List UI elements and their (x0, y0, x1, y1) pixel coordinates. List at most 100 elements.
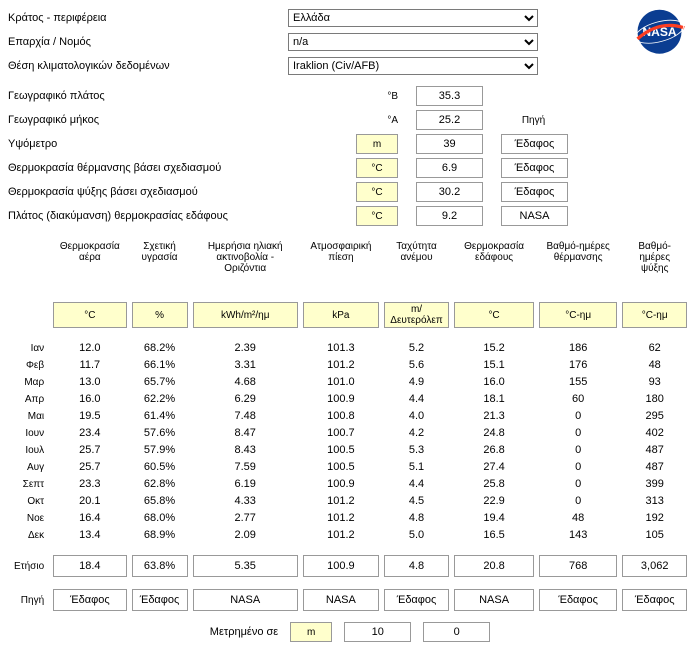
data-cell: 12.0 (53, 340, 126, 356)
data-cell: 13.4 (53, 527, 126, 543)
data-cell: 3.31 (193, 357, 298, 373)
location-select[interactable]: Iraklion (Civ/AFB) (288, 57, 538, 75)
elev-unit[interactable]: m (356, 134, 398, 154)
source-cell: Έδαφος (384, 589, 449, 611)
lon-value: 25.2 (416, 110, 483, 130)
data-cell: 62.8% (132, 476, 188, 492)
source-cell: Έδαφος (132, 589, 188, 611)
unit-header[interactable]: °C (454, 302, 534, 328)
data-cell: 4.33 (193, 493, 298, 509)
state-select[interactable]: Ελλάδα (288, 9, 538, 27)
unit-header[interactable]: °C (53, 302, 126, 328)
province-label: Επαρχία / Νομός (8, 36, 288, 48)
data-cell: 101.0 (303, 374, 379, 390)
data-cell: 15.2 (454, 340, 534, 356)
cool-value: 30.2 (416, 182, 483, 202)
heat-unit[interactable]: °C (356, 158, 398, 178)
data-cell: 295 (622, 408, 687, 424)
annual-cell: 3,062 (622, 555, 687, 577)
measured-unit[interactable]: m (290, 622, 332, 642)
annual-cell: 768 (539, 555, 617, 577)
data-cell: 487 (622, 459, 687, 475)
cool-source: Έδαφος (501, 182, 568, 202)
province-select[interactable]: n/a (288, 33, 538, 51)
annual-cell: 63.8% (132, 555, 188, 577)
data-cell: 7.59 (193, 459, 298, 475)
month-label: Ιουλ (13, 442, 48, 458)
data-cell: 0 (539, 425, 617, 441)
cool-unit[interactable]: °C (356, 182, 398, 202)
data-cell: 27.4 (454, 459, 534, 475)
data-cell: 25.7 (53, 442, 126, 458)
elev-value: 39 (416, 134, 483, 154)
data-cell: 100.5 (303, 459, 379, 475)
data-cell: 487 (622, 442, 687, 458)
data-cell: 48 (539, 510, 617, 526)
data-cell: 4.5 (384, 493, 449, 509)
data-cell: 23.4 (53, 425, 126, 441)
month-label: Μαι (13, 408, 48, 424)
data-cell: 100.9 (303, 391, 379, 407)
month-label: Δεκ (13, 527, 48, 543)
unit-header[interactable]: °C-ημ (539, 302, 617, 328)
data-cell: 60 (539, 391, 617, 407)
annual-cell: 18.4 (53, 555, 126, 577)
unit-header[interactable]: % (132, 302, 188, 328)
annual-cell: 20.8 (454, 555, 534, 577)
unit-header[interactable]: kPa (303, 302, 379, 328)
data-cell: 5.0 (384, 527, 449, 543)
col-header: Σχετική υγρασία (132, 239, 188, 301)
cool-label: Θερμοκρασία ψύξης βάσει σχεδιασμού (8, 186, 288, 198)
month-label: Ιαν (13, 340, 48, 356)
data-cell: 8.43 (193, 442, 298, 458)
data-cell: 101.2 (303, 527, 379, 543)
unit-header[interactable]: m/Δευτερόλεπ (384, 302, 449, 328)
data-cell: 25.7 (53, 459, 126, 475)
data-cell: 402 (622, 425, 687, 441)
data-cell: 4.9 (384, 374, 449, 390)
col-header: Ημερήσια ηλιακή ακτινοβολία - Οριζόντια (193, 239, 298, 301)
data-cell: 22.9 (454, 493, 534, 509)
data-cell: 21.3 (454, 408, 534, 424)
data-cell: 19.4 (454, 510, 534, 526)
data-cell: 0 (539, 476, 617, 492)
data-cell: 16.4 (53, 510, 126, 526)
data-cell: 19.5 (53, 408, 126, 424)
annual-cell: 5.35 (193, 555, 298, 577)
data-cell: 65.7% (132, 374, 188, 390)
data-cell: 192 (622, 510, 687, 526)
heat-value: 6.9 (416, 158, 483, 178)
data-cell: 100.7 (303, 425, 379, 441)
col-header: Ταχύτητα ανέμου (384, 239, 449, 301)
data-cell: 100.9 (303, 476, 379, 492)
lat-value: 35.3 (416, 86, 483, 106)
location-label: Θέση κλιματολογικών δεδομένων (8, 60, 288, 72)
data-cell: 68.0% (132, 510, 188, 526)
col-header: Θερμοκρασία αέρα (53, 239, 126, 301)
source-cell: NASA (193, 589, 298, 611)
data-cell: 2.77 (193, 510, 298, 526)
unit-header[interactable]: kWh/m²/ημ (193, 302, 298, 328)
unit-header[interactable]: °C-ημ (622, 302, 687, 328)
month-label: Φεβ (13, 357, 48, 373)
data-cell: 68.9% (132, 527, 188, 543)
data-cell: 61.4% (132, 408, 188, 424)
data-cell: 16.0 (454, 374, 534, 390)
data-cell: 62.2% (132, 391, 188, 407)
data-cell: 24.8 (454, 425, 534, 441)
month-label: Ιουν (13, 425, 48, 441)
month-label: Οκτ (13, 493, 48, 509)
data-cell: 4.4 (384, 391, 449, 407)
annual-cell: 100.9 (303, 555, 379, 577)
source-cell: NASA (303, 589, 379, 611)
month-label: Νοε (13, 510, 48, 526)
data-cell: 20.1 (53, 493, 126, 509)
month-label: Αυγ (13, 459, 48, 475)
data-cell: 4.2 (384, 425, 449, 441)
ampl-unit[interactable]: °C (356, 206, 398, 226)
data-cell: 155 (539, 374, 617, 390)
data-cell: 100.5 (303, 442, 379, 458)
annual-cell: 4.8 (384, 555, 449, 577)
data-cell: 0 (539, 442, 617, 458)
data-cell: 4.8 (384, 510, 449, 526)
